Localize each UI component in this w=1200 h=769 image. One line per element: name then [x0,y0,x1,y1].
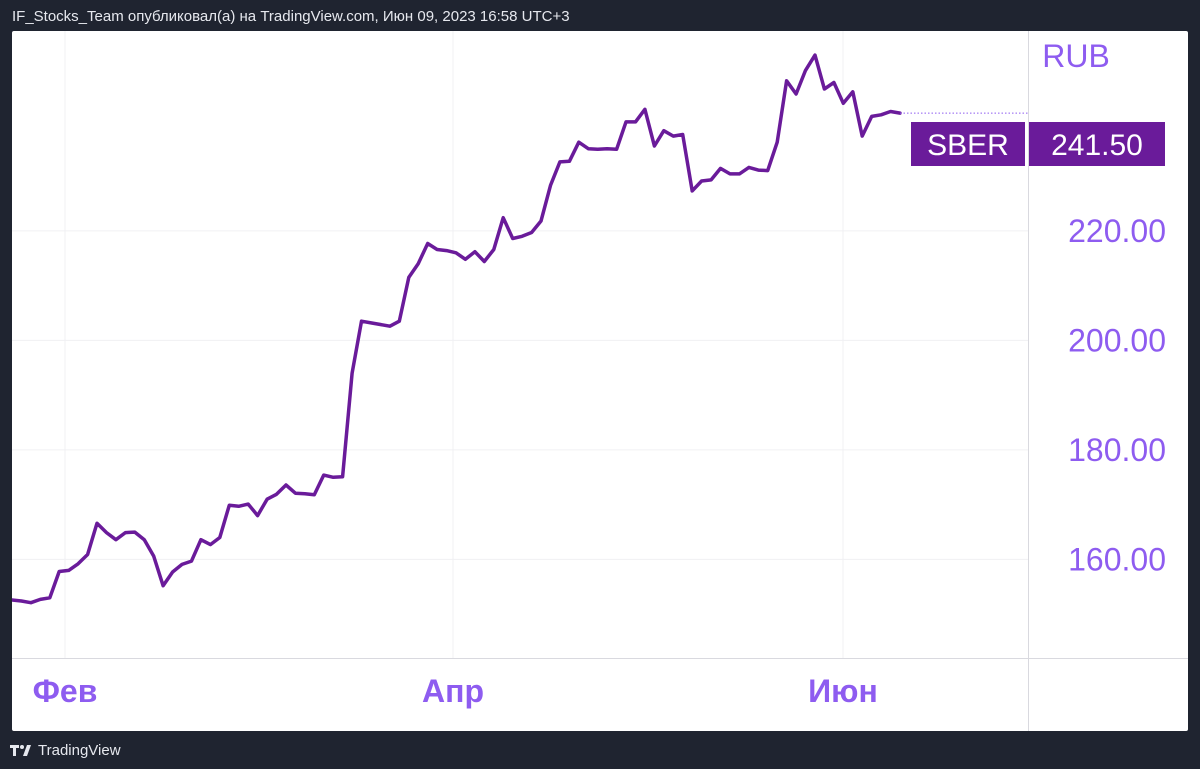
price-tick-label: 160.00 [1068,541,1166,577]
price-chart[interactable]: 160.00 180.00 200.00 220.00 Фев Апр Июн RUB S… [12,31,1188,731]
price-tick-label: 200.00 [1068,322,1166,358]
publication-attribution: IF_Stocks_Team опубликовал(а) на Trading… [12,8,570,25]
last-price-value: 241.50 [1051,129,1143,162]
ticker-label: SBER [927,129,1009,162]
chart-card: 160.00 180.00 200.00 220.00 Фев Апр Июн RUB S… [12,31,1188,731]
tradingview-logo-icon [10,745,31,756]
ticker-label-bg [911,122,1025,166]
time-axis: Фев Апр Июн [33,673,878,709]
last-price-label: SBER 241.50 [911,122,1165,166]
last-price-value-bg [1029,122,1165,166]
footer-brand: TradingView [38,741,121,759]
price-tick-label: 180.00 [1068,432,1166,468]
time-tick-label: Фев [33,673,98,709]
chart-grid [12,31,1028,658]
time-tick-label: Июн [808,673,878,709]
price-axis: 160.00 180.00 200.00 220.00 [1068,213,1166,578]
time-tick-label: Апр [422,673,484,709]
footer: TradingView [10,737,121,763]
price-tick-label: 220.00 [1068,213,1166,249]
price-series-line [12,53,902,605]
chart-series-layer [12,53,902,605]
currency-label: RUB [1042,38,1110,74]
